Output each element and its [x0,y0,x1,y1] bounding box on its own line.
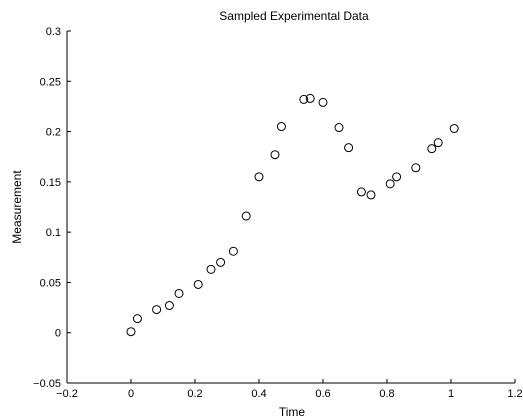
data-point [126,327,136,337]
data-point [254,172,264,182]
data-point [334,123,344,133]
x-tick-label: 1 [448,388,454,400]
data-point [216,257,226,267]
y-tick-label: 0.2 [46,127,61,139]
y-tick-label: 0.25 [40,76,61,88]
data-point [433,138,443,148]
y-axis-ticks: −0.05 0 0.05 0.1 0.15 0.2 0.25 0.3 [33,26,71,390]
x-axis-label: Time [279,405,306,419]
x-tick-label: 1.2 [507,388,522,400]
chart-title: Sampled Experimental Data [219,9,369,23]
x-tick-label: 0.4 [251,388,266,400]
data-points [126,93,459,337]
data-point [228,246,238,256]
data-point [174,288,184,298]
data-point [193,279,203,289]
data-point [318,97,328,107]
x-tick-label: −0.2 [56,388,78,400]
x-axis-ticks: −0.2 0 0.2 0.4 0.6 0.8 1 1.2 [56,379,523,400]
data-point [427,144,437,154]
data-point [299,94,309,104]
y-tick-label: 0.3 [46,26,61,38]
y-tick-label: 0.15 [40,177,61,189]
data-point [305,93,315,103]
y-tick-label: 0.1 [46,227,61,239]
data-point [270,150,280,160]
data-point [164,301,174,311]
y-axis-label: Measurement [10,170,24,244]
data-point [356,187,366,197]
data-point [276,122,286,132]
data-point [411,163,421,173]
data-point [366,190,376,200]
y-tick-label: 0 [55,328,61,340]
data-point [206,264,216,274]
y-tick-label: 0.05 [40,277,61,289]
y-tick-label: −0.05 [33,378,61,390]
x-tick-label: 0.2 [187,388,202,400]
data-point [132,314,142,324]
data-point [241,211,251,221]
data-point [449,124,459,134]
data-point [152,305,162,315]
data-point [385,179,395,189]
data-point [344,143,354,153]
x-tick-label: 0 [128,388,134,400]
data-point [392,172,402,182]
x-tick-label: 0.8 [379,388,394,400]
x-tick-label: 0.6 [315,388,330,400]
